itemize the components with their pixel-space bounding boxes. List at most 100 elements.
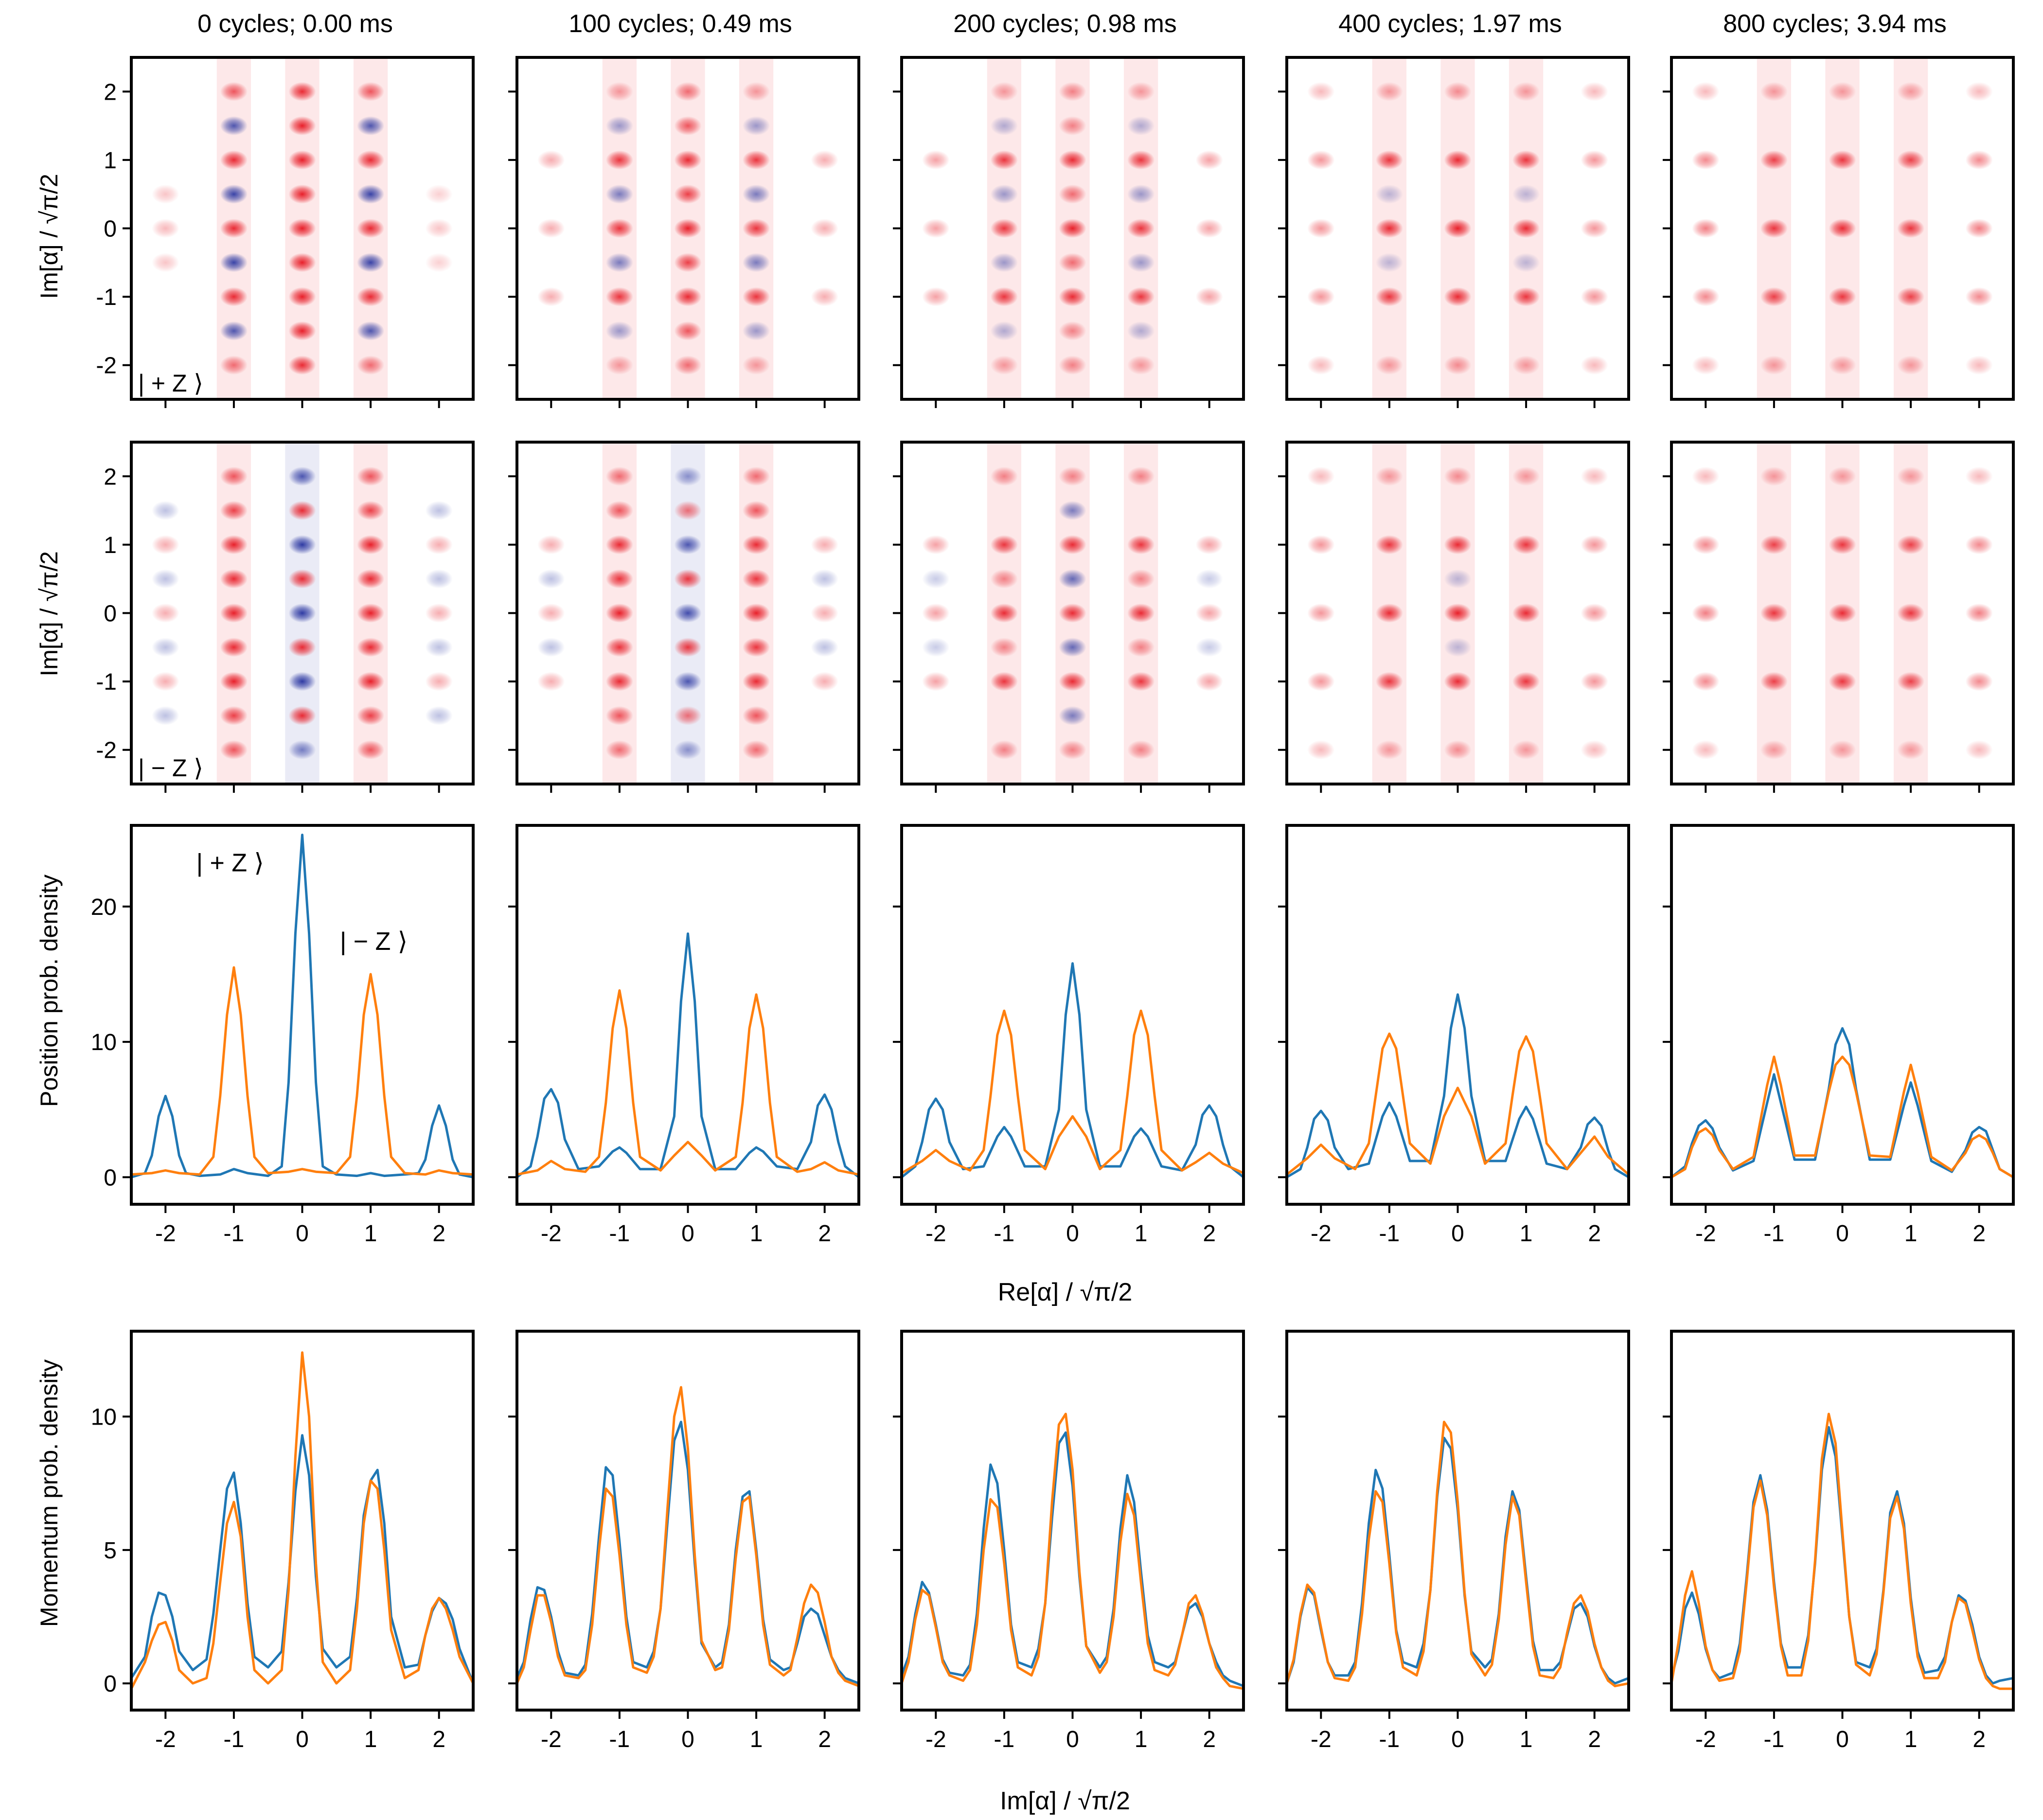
heatmap-peak <box>1829 466 1856 486</box>
heatmap-peak <box>356 253 385 272</box>
x-tick-label: 0 <box>1066 1221 1079 1247</box>
panel-content <box>1671 1412 2013 1690</box>
heatmap-peak <box>1692 466 1720 486</box>
panel-r0-c0: | + Z ⟩ -2 -1 0 1 2 <box>96 56 475 408</box>
heatmap-peak <box>1829 672 1856 691</box>
heatmap-peak <box>1965 672 1993 691</box>
heatmap-peak <box>742 500 770 520</box>
heatmap-peak <box>288 184 316 204</box>
heatmap-peak <box>537 150 565 170</box>
heatmap-peak <box>674 569 702 589</box>
heatmap-ylabel-plus: Im[α] / √π/2 <box>36 174 63 299</box>
series-annotation-1: | − Z ⟩ <box>340 928 408 956</box>
heatmap-peak <box>1307 218 1335 238</box>
x-tick-label: 2 <box>432 1727 445 1752</box>
heatmap-peak <box>220 321 248 341</box>
panel-r1-c1 <box>508 441 860 793</box>
series-line-minus-z <box>1671 1055 2013 1178</box>
heatmap-peak <box>674 116 702 136</box>
x-tick-label: 2 <box>818 1727 831 1752</box>
x-tick-label: 2 <box>1972 1221 1986 1247</box>
heatmap-peak <box>674 672 702 691</box>
panel-content <box>131 834 473 1178</box>
x-tick-label: 1 <box>1520 1221 1533 1247</box>
panel-content <box>1671 1027 2013 1178</box>
heatmap-peak <box>220 82 248 101</box>
heatmap-peak <box>1581 218 1608 238</box>
heatmap-peak <box>990 603 1018 623</box>
heatmap-peak <box>922 150 950 170</box>
heatmap-peak <box>1512 535 1540 554</box>
series-line-minus-z <box>902 1009 1244 1175</box>
heatmap-peak <box>674 535 702 554</box>
heatmap-peak <box>1965 466 1993 486</box>
heatmap-peak <box>1195 638 1223 657</box>
heatmap-peak <box>220 569 248 589</box>
heatmap-peak <box>1444 287 1472 306</box>
heatmap-peak <box>1195 218 1223 238</box>
x-tick-label: -2 <box>1695 1221 1716 1247</box>
heatmap-peak <box>220 218 248 238</box>
heatmap-peak <box>1059 740 1086 760</box>
y-tick-label: 20 <box>91 894 117 920</box>
heatmap-peak <box>811 535 838 554</box>
heatmap-peak <box>674 500 702 520</box>
x-tick-label: 1 <box>750 1221 763 1247</box>
heatmap-peak <box>1059 500 1086 520</box>
heatmap-peak <box>922 672 950 691</box>
heatmap-peak <box>425 638 453 657</box>
x-tick-label: -2 <box>925 1221 946 1247</box>
heatmap-peak <box>1581 672 1608 691</box>
heatmap-peak <box>220 116 248 136</box>
heatmap-peak <box>1059 287 1086 306</box>
x-tick-label: 0 <box>1836 1221 1849 1247</box>
heatmap-peak <box>1512 150 1540 170</box>
heatmap-peak <box>1195 150 1223 170</box>
heatmap-peak <box>356 287 385 306</box>
heatmap-peak <box>152 218 179 238</box>
heatmap-peak <box>1692 82 1720 101</box>
heatmap-peak <box>990 253 1018 272</box>
heatmap-peak <box>425 706 453 726</box>
panel-r2-c1: -2 -1 0 1 2 <box>508 824 860 1247</box>
state-label: | + Z ⟩ <box>138 370 203 397</box>
heatmap-peak <box>1965 218 1993 238</box>
heatmap-peak <box>288 500 316 520</box>
heatmap-peak <box>605 672 634 691</box>
heatmap-peak <box>1195 287 1223 306</box>
heatmap-peak <box>1059 356 1086 375</box>
x-tick-label: -1 <box>1379 1727 1400 1752</box>
y-tick-label: -2 <box>96 353 117 379</box>
heatmap-peak <box>605 184 634 204</box>
heatmap-peak <box>742 287 770 306</box>
heatmap-peak <box>356 466 385 486</box>
heatmap-peak <box>288 569 316 589</box>
heatmap-peak <box>1581 287 1608 306</box>
heatmap-peak <box>1897 150 1925 170</box>
x-tick-label: -1 <box>1379 1221 1400 1247</box>
heatmap-peak <box>742 638 770 657</box>
heatmap-peak <box>742 82 770 101</box>
y-tick-label: 10 <box>91 1405 117 1430</box>
momentum-xlabel: Im[α] / √π/2 <box>1000 1787 1130 1815</box>
heatmap-peak <box>152 253 179 272</box>
heatmap-peak <box>1375 253 1403 272</box>
heatmap-peak <box>605 253 634 272</box>
heatmap-peak <box>1965 740 1993 760</box>
heatmap-peak <box>1965 535 1993 554</box>
heatmap-peak <box>1375 535 1403 554</box>
y-tick-label: -1 <box>96 285 117 310</box>
heatmap-peak <box>1829 535 1856 554</box>
panel-content <box>517 1386 859 1687</box>
heatmap-peak <box>425 535 453 554</box>
heatmap-peak <box>425 218 453 238</box>
heatmap-peak <box>220 535 248 554</box>
panel-content <box>131 442 473 784</box>
x-tick-label: -1 <box>1764 1727 1785 1752</box>
heatmap-peak <box>1581 603 1608 623</box>
heatmap-peak <box>1307 150 1335 170</box>
heatmap-peak <box>990 466 1018 486</box>
heatmap-peak <box>922 535 950 554</box>
heatmap-peak <box>288 253 316 272</box>
heatmap-peak <box>1897 535 1925 554</box>
